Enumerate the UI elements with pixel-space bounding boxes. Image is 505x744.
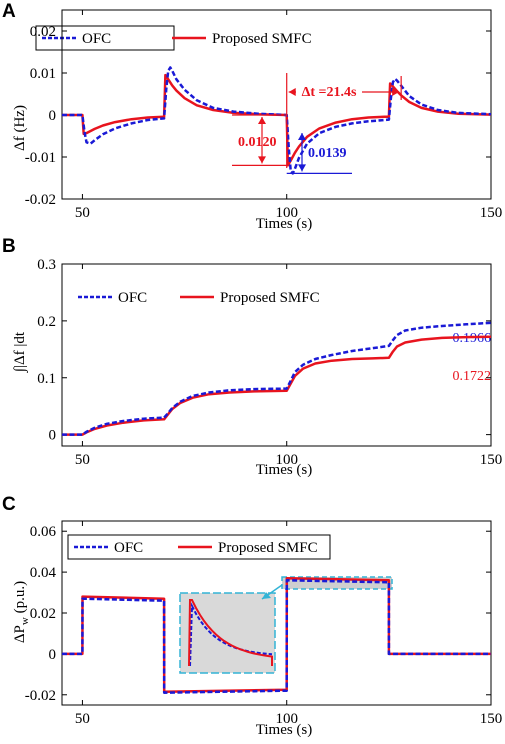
- panel-a-ytick-label: -0.01: [25, 150, 56, 166]
- panel-c-ytick-label: 0.04: [30, 565, 57, 581]
- panel-a-xlabel: Times (s): [256, 216, 313, 232]
- panel-c-ylabel: ΔPw (p.u.): [12, 581, 31, 643]
- panel-a-dt-arrowhead-right: [392, 88, 400, 96]
- panel-c-ylabel-unit: (p.u.): [12, 581, 28, 617]
- panel-a-ytick-label: 0: [49, 108, 57, 124]
- panel-b-xlabel: Times (s): [256, 462, 313, 478]
- panel-b-legend-smfc-label: Proposed SMFC: [220, 290, 320, 306]
- panel-letter-b: B: [2, 236, 16, 257]
- panel-a-dt-arrowhead-left: [288, 88, 296, 96]
- panel-a-legend-ofc-label: OFC: [82, 31, 111, 47]
- panel-c-ylabel-main: ΔP: [12, 625, 28, 643]
- panel-b-xtick-label: 150: [480, 452, 503, 468]
- panel-c-ytick-label: 0.02: [30, 606, 56, 622]
- panel-c-xtick-label: 100: [275, 711, 298, 727]
- panel-b-blue-end-value: 0.1966: [453, 331, 492, 346]
- panel-b-ytick-label: 0.2: [37, 314, 56, 330]
- panel-a-ytick-label: 0.01: [30, 66, 56, 82]
- panel-a-xtick-label: 100: [275, 205, 298, 221]
- panel-c-ytick-label: 0: [49, 647, 57, 663]
- panel-a-red-arrowhead-top: [258, 117, 266, 124]
- panel-c-inset-smfc-curve: [188, 599, 273, 667]
- panel-b-series-ofc: [62, 321, 492, 436]
- panel-c-ylabel-sub: w: [19, 617, 31, 625]
- panel-c-series-smfc: [62, 576, 491, 693]
- panel-c-inset-ofc-curve: [189, 602, 273, 667]
- panel-c: C ΔPw (p.u.) Times (s) OFC Proposed SMFC…: [2, 494, 502, 738]
- panel-a-ytick-label: -0.02: [25, 192, 56, 208]
- panel-a-xtick-label: 50: [75, 205, 90, 221]
- panel-a-blue-arrowhead-bottom: [298, 164, 306, 172]
- panel-a-ylabel: Δf (Hz): [12, 105, 28, 151]
- panel-a-blue-arrowhead-top: [298, 133, 306, 140]
- panel-c-xtick-label: 150: [480, 711, 503, 727]
- panel-c-legend-smfc-label: Proposed SMFC: [218, 540, 318, 556]
- panel-a-frame: [61, 9, 492, 200]
- panel-a-red-arrowhead-bottom: [258, 156, 266, 164]
- panel-a-ytick-label: 0.02: [30, 24, 56, 40]
- panel-c-legend-ofc-label: OFC: [114, 540, 143, 556]
- panel-c-ytick-label: 0.06: [30, 524, 57, 540]
- panel-c-ytick-label: -0.02: [25, 688, 56, 704]
- panel-b-ytick-label: 0: [49, 428, 57, 444]
- panel-a-blue-value: 0.0139: [308, 146, 347, 161]
- panel-c-inset-arrowhead: [262, 592, 271, 599]
- panel-b-red-end-value: 0.1722: [453, 369, 492, 384]
- panel-a-legend-smfc-label: Proposed SMFC: [212, 31, 312, 47]
- panel-letter-a: A: [2, 1, 16, 22]
- panel-c-series-ofc: [62, 579, 491, 694]
- panel-b-xtick-label: 100: [275, 452, 298, 468]
- panel-a-dt-label: Δt =21.4s: [302, 85, 357, 100]
- panel-b-ytick-label: 0.1: [37, 371, 56, 387]
- panel-a-series-smfc: [62, 73, 492, 167]
- panel-b: B ∫|Δf |dt Times (s) OFC Proposed SMFC 0…: [2, 236, 502, 478]
- panel-c-xlabel: Times (s): [256, 722, 313, 738]
- panel-b-series-smfc: [62, 335, 492, 436]
- panel-letter-c: C: [2, 494, 16, 515]
- panel-b-frame: [61, 263, 492, 447]
- panel-b-legend-ofc-label: OFC: [118, 290, 147, 306]
- panel-b-ytick-label: 0.3: [37, 257, 56, 273]
- panel-a-red-value: 0.0120: [238, 135, 277, 150]
- panel-a-xtick-label: 150: [480, 205, 503, 221]
- panel-c-xtick-label: 50: [75, 711, 90, 727]
- panel-b-ylabel: ∫|Δf |dt: [12, 331, 28, 373]
- panel-b-xtick-label: 50: [75, 452, 90, 468]
- panel-a-series-ofc: [62, 66, 492, 175]
- panel-a: A Δf (Hz) Times (s) OFC Proposed SMFC 50…: [2, 1, 502, 232]
- panel-a-dt-label-bg: [296, 83, 362, 99]
